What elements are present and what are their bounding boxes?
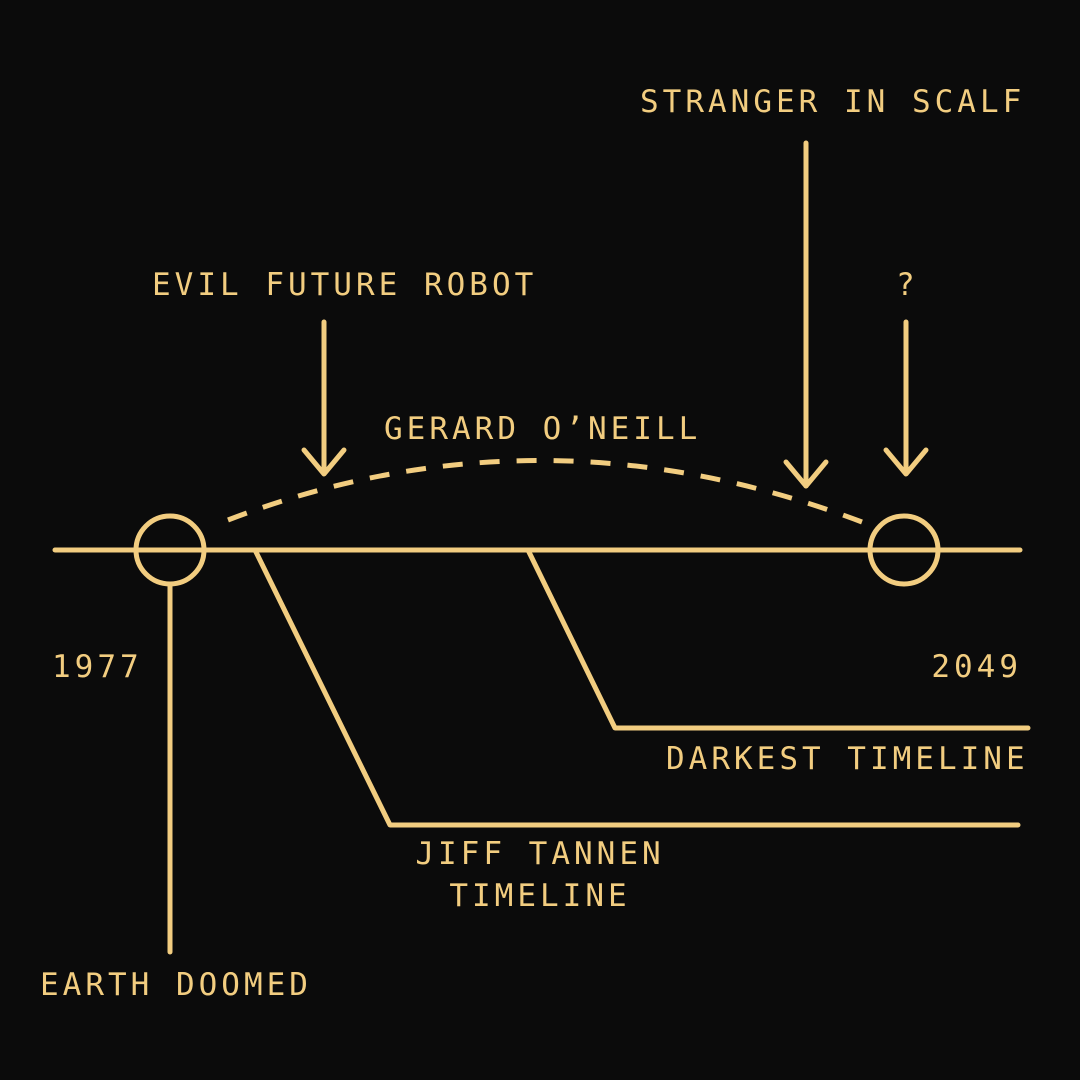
label-jiff-tannen-line1: JIFF TANNEN (415, 836, 664, 872)
label-start-year: 1977 (52, 649, 143, 685)
label-gerard-oneill: GERARD O’NEILL (384, 411, 701, 447)
question-arrow (883, 319, 929, 477)
robot-arrow (301, 319, 347, 477)
label-question-mark: ? (896, 267, 919, 303)
label-end-year: 2049 (931, 649, 1022, 685)
stranger-arrow (783, 140, 829, 489)
jiff-tannen-branch (252, 547, 1021, 828)
label-evil-future-robot: EVIL FUTURE ROBOT (152, 267, 537, 303)
label-darkest-timeline: DARKEST TIMELINE (666, 741, 1029, 777)
label-earth-doomed: EARTH DOOMED (40, 967, 312, 1003)
label-jiff-tannen-line2: TIMELINE (449, 878, 630, 914)
end-node-circle (867, 513, 941, 587)
label-stranger-in-scalf: STRANGER IN SCALF (640, 84, 1025, 120)
darkest-timeline-branch (525, 547, 1031, 731)
oneill-dashed-arc (227, 458, 863, 525)
